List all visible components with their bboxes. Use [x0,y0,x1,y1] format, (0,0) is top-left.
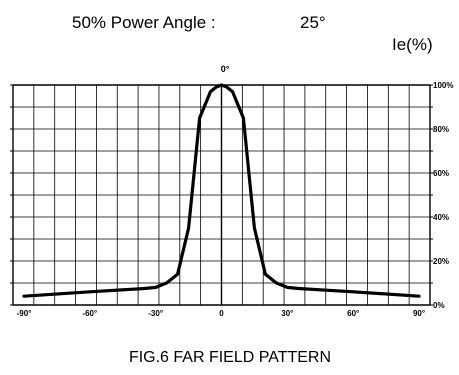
power-angle-value: 25° [300,13,326,32]
series-group [22,83,421,298]
x-tick-label: 90° [413,309,425,318]
x-tick-label: -30° [148,309,163,318]
y-tick-label: 0% [433,301,445,310]
y-tick-labels: 0% 20% 40% 60% 80% 100% [433,81,453,310]
figure-caption: FIG.6 FAR FIELD PATTERN [129,349,331,366]
center-angle-label: 0° [221,64,230,74]
x-tick-label: 0 [219,309,224,318]
x-tick-labels: -90° -60° -30° 0 30° 60° 90° [17,309,425,318]
y-tick-label: 40% [433,213,449,222]
chart-grid [10,84,433,306]
y-tick-label: 20% [433,257,449,266]
y-axis-label: Ie(%) [392,35,433,54]
radiation-pattern-line [22,83,421,298]
y-tick-label: 100% [433,81,453,90]
x-tick-label: -90° [17,309,32,318]
y-tick-label: 80% [433,125,449,134]
power-angle-label: 50% Power Angle : [72,13,216,32]
x-tick-label: 30° [281,309,293,318]
y-tick-label: 60% [433,169,449,178]
x-tick-label: -60° [82,309,97,318]
x-tick-label: 60° [347,309,359,318]
